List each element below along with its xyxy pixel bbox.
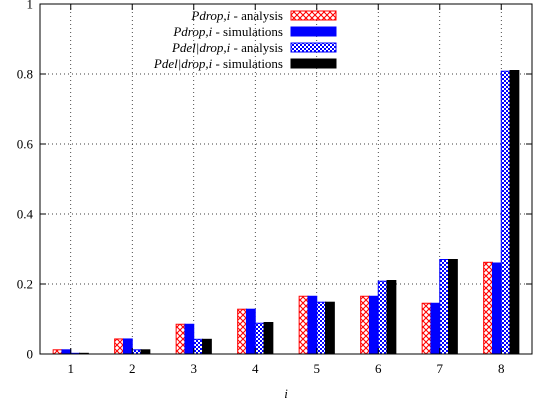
bar-series-2-cat-8	[491, 262, 502, 355]
legend-label-symbol: Pdel|drop,i	[171, 40, 231, 55]
bar-series-1-cat-6	[360, 295, 370, 355]
x-axis-label: i	[284, 386, 288, 401]
bar-series-2-cat-5	[307, 295, 318, 355]
y-tick-label: 1	[27, 0, 34, 12]
legend-label-symbol: Pdel|drop,i	[153, 56, 213, 71]
legend-label-symbol: Pdrop,i	[172, 24, 212, 39]
y-tick-label: 0.8	[17, 67, 33, 82]
bar-series-1-cat-7	[421, 302, 432, 355]
legend-label-text: - analysis	[230, 40, 283, 55]
bar-series-4-cat-8	[509, 70, 520, 355]
bar-series-2-cat-4	[245, 308, 256, 355]
bar-series-3-cat-2	[131, 349, 142, 355]
x-tick-label: 1	[68, 361, 75, 376]
bar-series-3-cat-8	[500, 70, 511, 355]
x-tick-label: 4	[252, 361, 259, 376]
bar-series-2-cat-2	[122, 338, 133, 355]
bar-series-1-cat-8	[483, 261, 493, 355]
x-tick-label: 8	[498, 361, 505, 376]
bar-series-1-cat-2	[114, 338, 124, 355]
legend-label-4: Pdel|drop,i - simulations	[153, 56, 283, 71]
bar-series-3-cat-4	[254, 322, 265, 355]
bar-series-1-cat-5	[298, 295, 309, 355]
bar-series-3-cat-7	[439, 259, 450, 355]
bar-series-3-cat-6	[377, 280, 388, 355]
legend-label-symbol: Pdrop,i	[190, 8, 230, 23]
bar-series-1-cat-1	[52, 349, 63, 355]
grid-lines	[40, 4, 532, 354]
bar-series-3-cat-5	[316, 301, 327, 355]
legend-label-text: - analysis	[230, 8, 283, 23]
bar-series-2-cat-6	[368, 295, 379, 355]
bars-group	[52, 70, 520, 355]
legend-swatch-2	[290, 26, 337, 37]
bar-series-1-cat-4	[237, 308, 247, 355]
bar-series-4-cat-5	[325, 301, 335, 355]
x-tick-label: 5	[314, 361, 321, 376]
legend-label-3: Pdel|drop,i - analysis	[171, 40, 283, 55]
y-tick-label: 0.4	[17, 207, 34, 222]
x-tick-label: 3	[191, 361, 198, 376]
y-tick-label: 0.2	[17, 277, 33, 292]
bar-series-4-cat-2	[140, 349, 151, 355]
legend-swatch-1	[290, 10, 337, 21]
bar-series-2-cat-3	[184, 323, 195, 355]
legend-label-1: Pdrop,i - analysis	[190, 8, 283, 23]
x-tick-label: 2	[129, 361, 136, 376]
bar-series-4-cat-3	[202, 338, 212, 355]
bar-series-2-cat-1	[61, 349, 72, 355]
x-tick-label: 6	[375, 361, 382, 376]
legend-swatch-3	[290, 42, 337, 53]
legend-swatch-4	[290, 58, 337, 69]
axis-ticks: 0 0.2 0.4 0.6 0.8 1 1 2 3 4 5 6 7 8	[17, 0, 532, 376]
y-tick-label: 0	[27, 347, 34, 362]
bar-series-4-cat-7	[448, 259, 458, 355]
legend-label-text: - simulations	[212, 56, 283, 71]
legend-label-text: - simulations	[212, 24, 283, 39]
y-tick-label: 0.6	[17, 137, 34, 152]
bar-series-1-cat-3	[175, 323, 186, 355]
bar-series-3-cat-3	[193, 338, 204, 355]
x-tick-label: 7	[437, 361, 444, 376]
bar-series-4-cat-4	[263, 322, 274, 355]
plot-frame	[39, 3, 533, 355]
bar-series-4-cat-6	[386, 280, 397, 355]
legend-label-2: Pdrop,i - simulations	[172, 24, 283, 39]
bar-series-2-cat-7	[430, 302, 441, 355]
